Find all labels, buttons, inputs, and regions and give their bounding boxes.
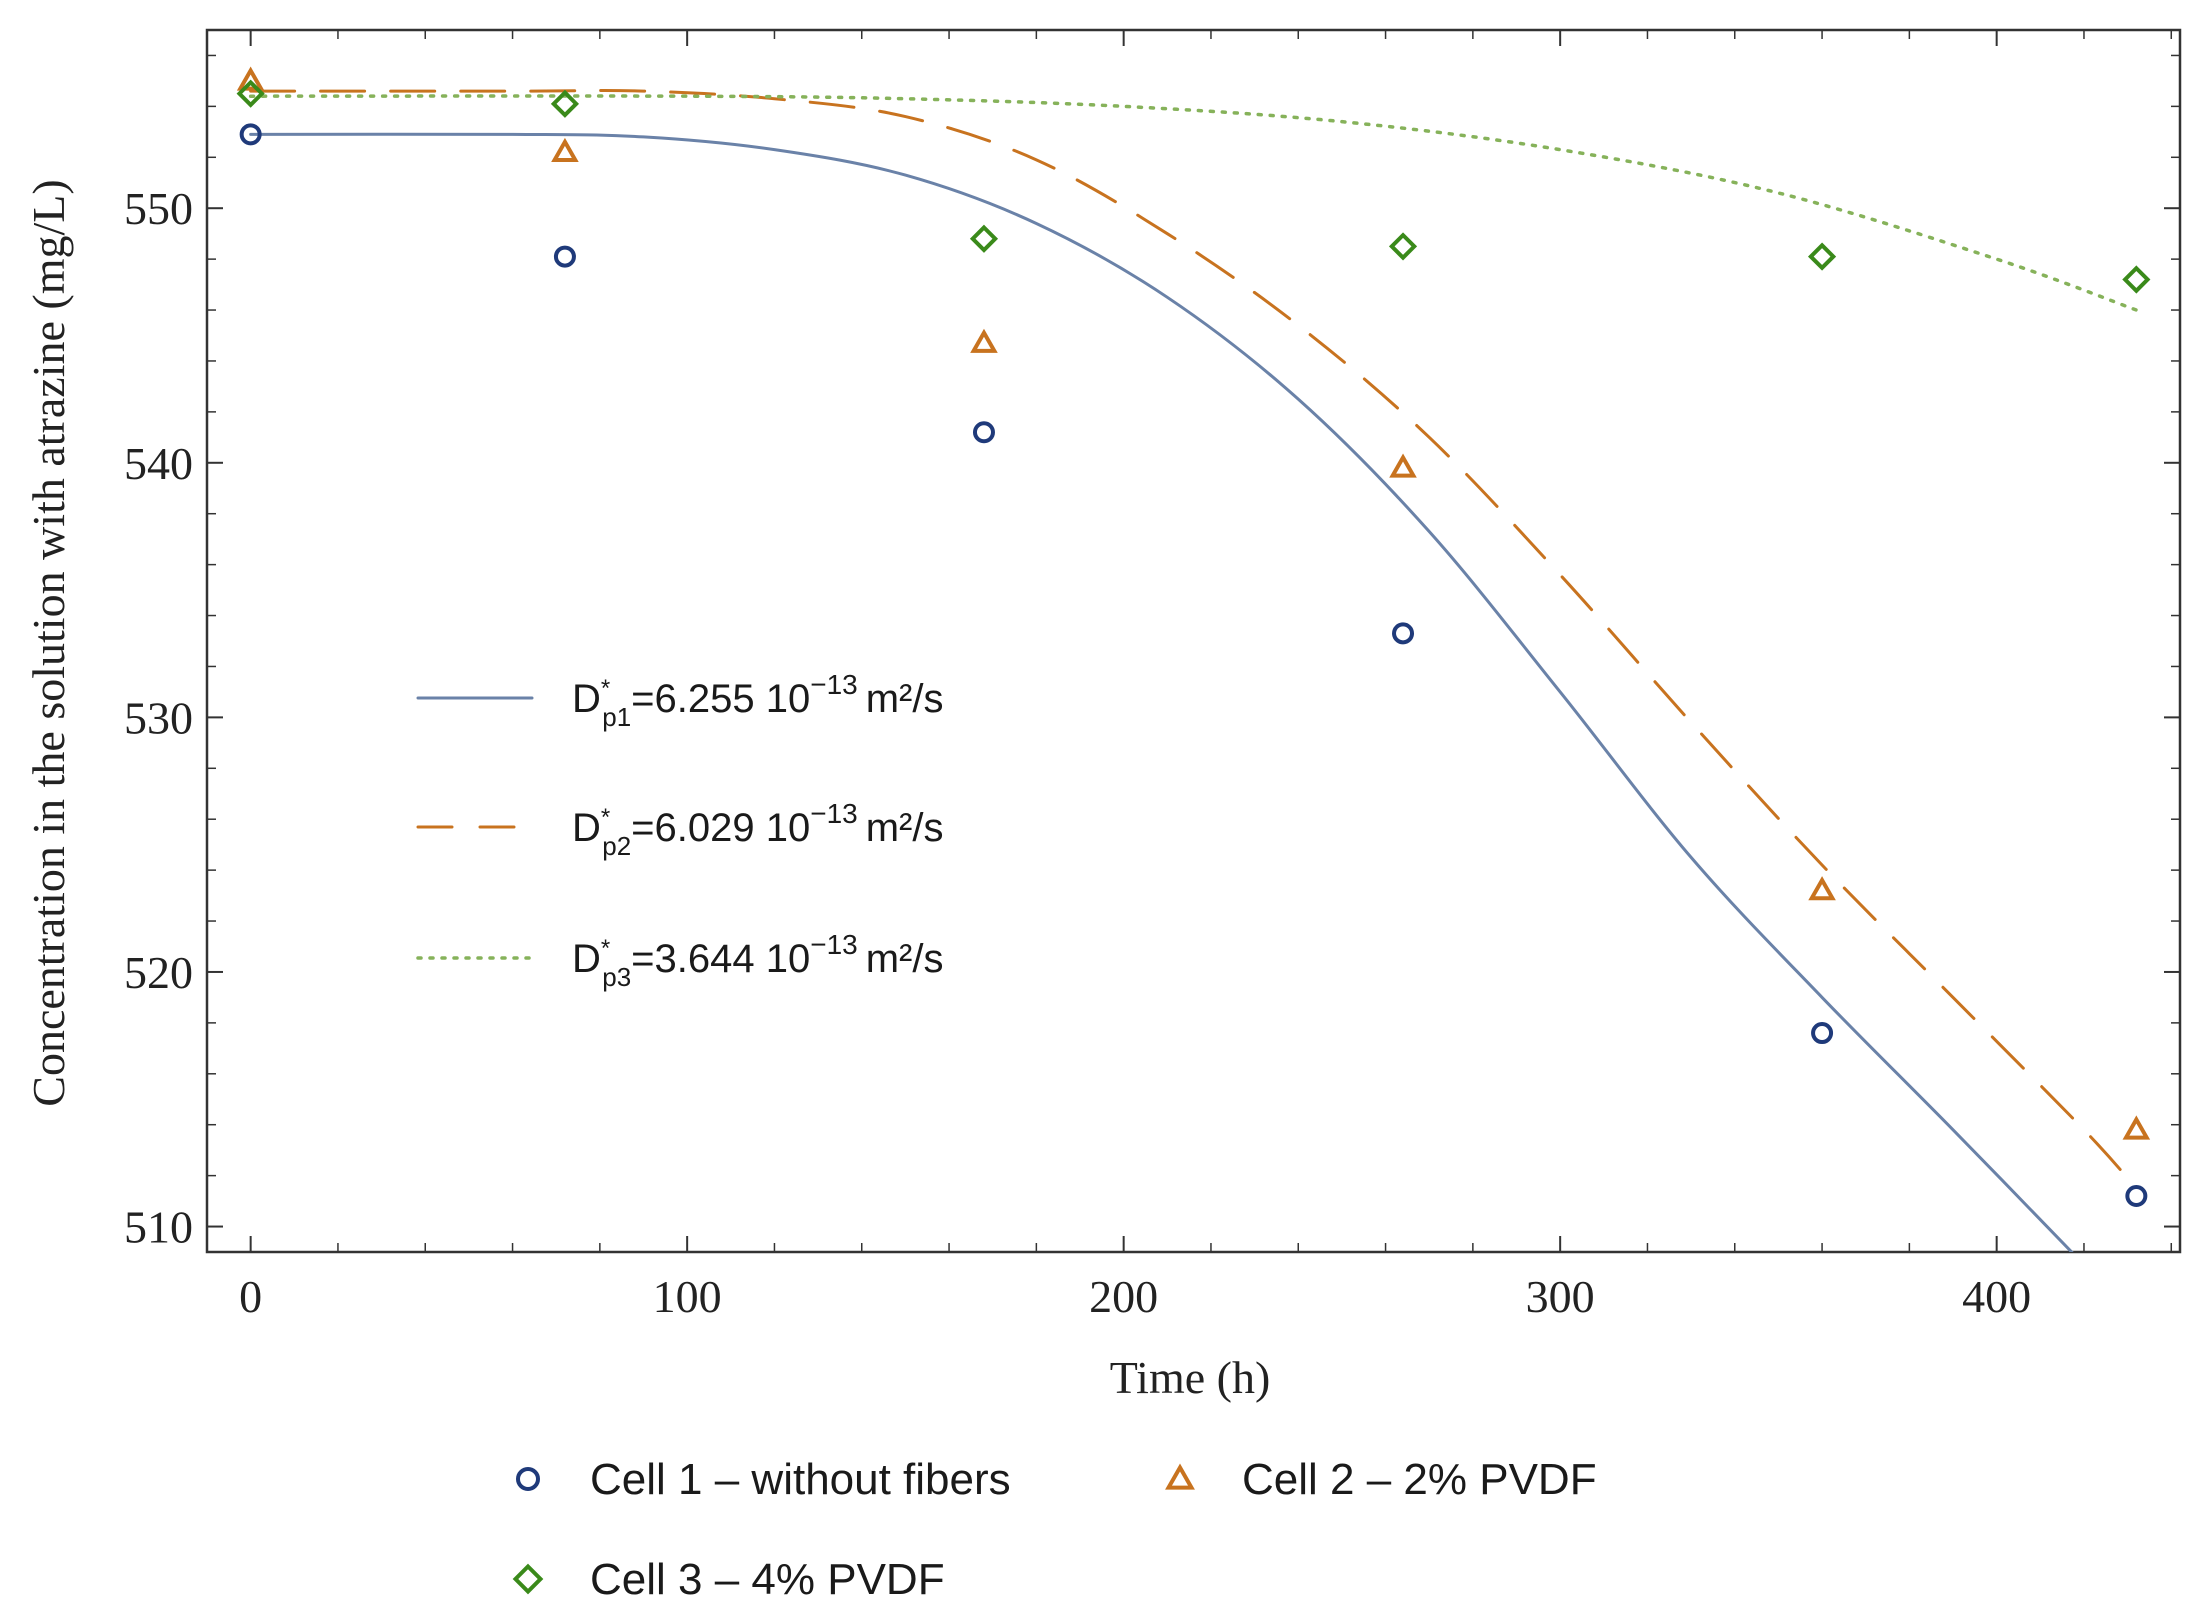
data-point-series-1 — [2125, 1184, 2148, 1207]
x-axis-label: Time (h) — [1110, 1352, 1271, 1403]
legend-marker-3 — [512, 1563, 544, 1595]
legend-label-3: Cell 3 – 4% PVDF — [590, 1555, 945, 1604]
fit-legend-label-1: D* p1=6.255 10−13 m²/s — [572, 669, 943, 732]
data-point-series-1 — [972, 421, 995, 444]
data-point-series-2 — [2122, 1115, 2151, 1140]
fit-legend-label-2: D* p2=6.029 10−13 m²/s — [572, 798, 943, 861]
data-point-series-2 — [551, 137, 579, 162]
plot-border — [205, 28, 2182, 1254]
y-tick-label: 540 — [124, 438, 193, 489]
legend-label-2: Cell 2 – 2% PVDF — [1242, 1455, 1597, 1504]
data-point-series-1 — [553, 245, 576, 268]
data-point-series-2 — [1389, 453, 1417, 478]
x-tick-label: 200 — [1089, 1271, 1158, 1322]
axis-tick-labels: 0 100 200 300 400 510 520 530 540 550 — [124, 183, 2031, 1322]
x-tick-label: 100 — [653, 1271, 722, 1322]
data-point-series-1 — [1392, 622, 1415, 645]
data-markers — [236, 66, 2151, 1207]
fit-legend: D* p1=6.255 10−13 m²/s D* p2=6.029 10−13 m²/s… — [416, 669, 943, 992]
fit-curve-3 — [248, 94, 2139, 312]
data-point-series-3 — [550, 89, 580, 118]
fit-curve-1 — [249, 132, 2074, 1252]
data-point-series-1 — [239, 123, 262, 146]
x-tick-label: 0 — [239, 1271, 262, 1322]
data-point-series-3 — [1807, 242, 1837, 271]
data-point-series-2 — [1808, 876, 1836, 901]
fit-curves — [248, 89, 2139, 1252]
y-tick-label: 520 — [124, 947, 193, 998]
legend-marker-2 — [1165, 1463, 1195, 1490]
data-point-series-2 — [236, 66, 265, 91]
x-tick-label: 400 — [1962, 1271, 2031, 1322]
data-point-series-3 — [236, 79, 265, 108]
fit-legend-label-3: D* p3=3.644 10−13 m²/s — [572, 929, 943, 992]
data-point-series-3 — [1388, 232, 1418, 261]
y-axis-label: Concentration in the solution with atraz… — [23, 179, 74, 1106]
legend-label-1: Cell 1 – without fibers — [590, 1455, 1011, 1504]
data-point-series-3 — [2122, 265, 2151, 294]
marker-legend: Cell 1 – without fibers Cell 2 – 2% PVDF C… — [512, 1455, 1597, 1604]
legend-marker-1 — [516, 1467, 540, 1491]
y-tick-label: 530 — [124, 692, 193, 743]
x-tick-label: 300 — [1526, 1271, 1595, 1322]
data-point-series-2 — [970, 328, 998, 353]
data-point-series-3 — [969, 224, 999, 253]
axis-ticks — [207, 30, 2180, 1252]
y-tick-label: 510 — [124, 1202, 193, 1253]
y-tick-label: 550 — [124, 183, 193, 234]
plot-frame — [205, 28, 2182, 1254]
data-point-series-1 — [1811, 1022, 1834, 1045]
